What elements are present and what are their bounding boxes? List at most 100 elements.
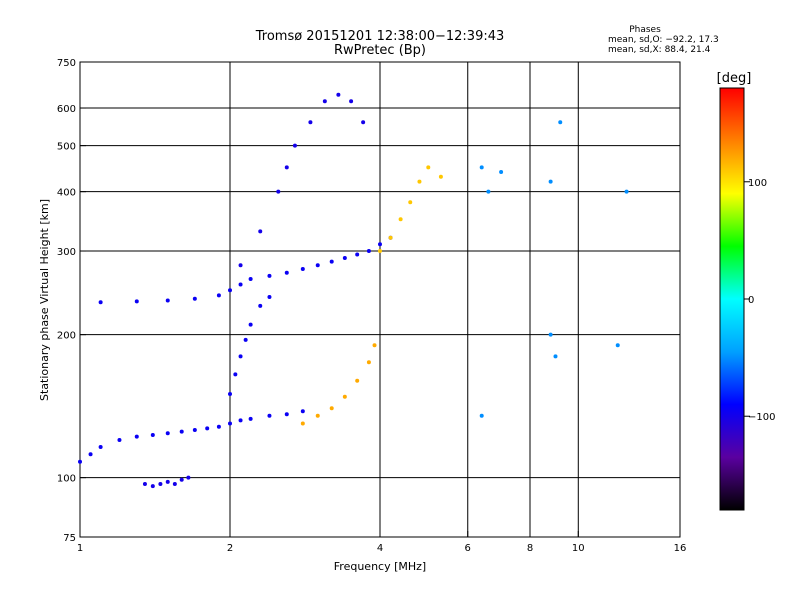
data-point	[88, 452, 93, 457]
data-point	[342, 394, 347, 399]
data-point	[179, 429, 184, 434]
data-point	[342, 256, 347, 261]
trace-4	[98, 235, 393, 305]
data-point	[388, 235, 393, 240]
data-point	[238, 263, 243, 268]
data-point	[355, 378, 360, 383]
data-point	[228, 288, 232, 293]
colorbar: [deg] 100 0 −100	[717, 71, 775, 511]
data-point	[366, 249, 371, 254]
data-point	[548, 179, 553, 184]
data-point	[238, 418, 243, 423]
data-point	[258, 229, 263, 234]
data-point	[398, 217, 403, 222]
data-point	[205, 426, 210, 431]
legend-line-o: mean, sd,O: −92.2, 17.3	[608, 35, 719, 45]
colorbar-tick-label: 0	[748, 295, 754, 306]
data-point	[216, 293, 221, 298]
data-point	[192, 427, 197, 432]
data-point	[179, 477, 184, 482]
x-tick-label: 6	[465, 543, 471, 554]
data-point	[315, 413, 320, 418]
data-point	[355, 252, 360, 257]
data-point	[308, 120, 313, 125]
data-point	[284, 165, 289, 170]
data-point	[322, 99, 327, 104]
data-point	[284, 270, 289, 275]
data-point	[553, 354, 558, 359]
data-point	[267, 413, 272, 418]
data-point	[336, 92, 341, 97]
trace-2	[228, 295, 272, 397]
y-tick-label: 500	[57, 142, 76, 153]
y-tick-label: 300	[57, 247, 76, 258]
data-point	[329, 406, 334, 411]
data-point	[192, 296, 197, 301]
data-point	[315, 263, 320, 268]
data-point	[233, 372, 238, 377]
x-tick-label: 16	[674, 543, 687, 554]
x-tick-label: 2	[227, 543, 233, 554]
data-point	[499, 170, 504, 175]
data-point	[267, 295, 272, 300]
data-point	[548, 332, 553, 337]
data-point	[258, 303, 263, 308]
data-point	[417, 179, 422, 184]
trace-6	[378, 165, 443, 254]
data-point	[292, 143, 297, 148]
x-tick-label: 4	[377, 543, 383, 554]
data-point	[284, 412, 289, 417]
data-point	[134, 299, 139, 304]
data-point	[228, 421, 232, 426]
chart-title: Tromsø 20151201 12:38:00−12:39:43	[255, 29, 505, 44]
data-point	[142, 481, 147, 486]
data-point	[408, 200, 413, 205]
data-points	[78, 92, 629, 489]
x-axis-ticks: 1 2 4 6 8 10 16	[77, 531, 687, 554]
data-point	[248, 276, 253, 281]
data-point	[624, 189, 629, 194]
y-tick-label: 100	[57, 474, 76, 485]
trace-7	[479, 120, 629, 418]
trace-0	[142, 475, 191, 489]
trace-3	[300, 343, 377, 426]
data-point	[378, 249, 382, 254]
data-point	[165, 298, 170, 303]
data-point	[378, 242, 382, 247]
data-point	[438, 174, 443, 179]
y-tick-label: 75	[63, 533, 76, 544]
data-point	[372, 343, 377, 348]
data-point	[479, 165, 484, 170]
colorbar-tick-label: −100	[748, 412, 775, 423]
grid	[80, 62, 680, 537]
data-point	[78, 459, 82, 464]
colorbar-label: [deg]	[717, 71, 752, 86]
y-axis-ticks: 75 100 200 300 400 500 600 750	[57, 58, 86, 544]
data-point	[366, 360, 371, 365]
data-point	[117, 438, 122, 443]
colorbar-ticks: 100 0 −100	[744, 178, 775, 423]
y-tick-label: 750	[57, 58, 76, 69]
data-point	[300, 409, 305, 414]
data-point	[172, 481, 177, 486]
data-point	[150, 432, 155, 437]
trace-5	[238, 92, 366, 268]
trace-1	[78, 409, 305, 464]
data-point	[300, 266, 305, 271]
data-point	[134, 434, 139, 439]
data-point	[329, 259, 334, 264]
data-point	[558, 120, 563, 125]
legend-title: Phases	[629, 25, 661, 35]
data-point	[248, 322, 253, 327]
data-point	[300, 421, 305, 426]
data-point	[267, 273, 272, 278]
data-point	[158, 481, 163, 486]
legend-line-x: mean, sd,X: 88.4, 21.4	[608, 45, 711, 55]
data-point	[486, 189, 491, 194]
chart-subtitle: RwPretec (Bp)	[334, 43, 426, 58]
data-point	[165, 431, 170, 436]
y-tick-label: 200	[57, 331, 76, 342]
x-axis-label: Frequency [MHz]	[334, 560, 426, 573]
data-point	[216, 424, 221, 429]
